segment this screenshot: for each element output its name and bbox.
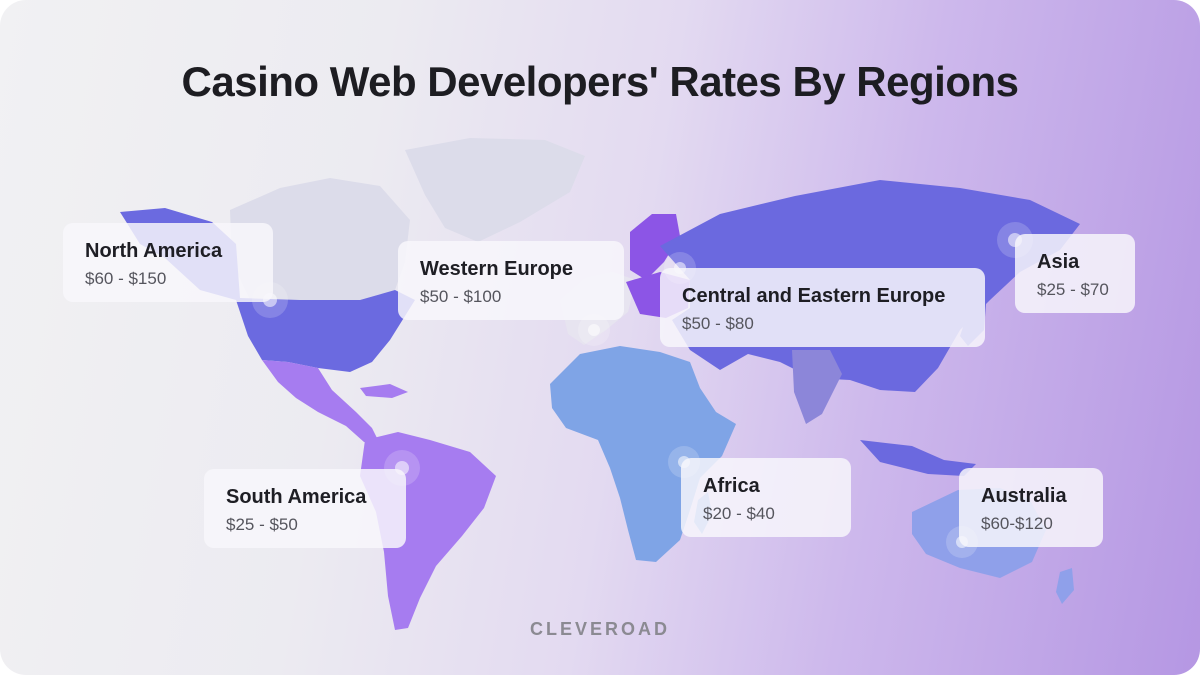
card-africa: Africa $20 - $40 (681, 458, 851, 537)
scandinavia-shape (630, 214, 680, 280)
card-asia: Asia $25 - $70 (1015, 234, 1135, 313)
card-western-europe: Western Europe $50 - $100 (398, 241, 624, 320)
card-central-eastern-europe: Central and Eastern Europe $50 - $80 (660, 268, 985, 347)
region-rate: $25 - $50 (226, 515, 298, 534)
region-rate: $50 - $80 (682, 314, 754, 333)
region-rate: $25 - $70 (1037, 280, 1109, 299)
canada-shape (230, 178, 410, 300)
card-australia: Australia $60-$120 (959, 468, 1103, 547)
card-north-america: North America $60 - $150 (63, 223, 273, 302)
region-rate: $60 - $150 (85, 269, 167, 288)
region-name: Australia (981, 485, 1067, 507)
marker-western-europe (578, 314, 610, 346)
region-name: Central and Eastern Europe (682, 285, 946, 307)
central-america-shape (262, 360, 380, 444)
region-name: Asia (1037, 251, 1080, 273)
region-name: Africa (703, 475, 760, 497)
southeast-asia-shape (860, 440, 976, 476)
region-rate: $60-$120 (981, 514, 1053, 533)
card-south-america: South America $25 - $50 (204, 469, 406, 548)
region-rate: $20 - $40 (703, 504, 775, 523)
india-shape (792, 350, 842, 424)
region-name: South America (226, 486, 367, 508)
caribbean-shape (360, 384, 408, 398)
new-zealand-shape (1056, 568, 1074, 604)
region-rate: $50 - $100 (420, 287, 502, 306)
page-title: Casino Web Developers' Rates By Regions (181, 58, 1019, 105)
region-name: North America (85, 240, 223, 262)
brand-logo: CLEVEROAD (529, 619, 670, 639)
greenland-shape (405, 138, 585, 242)
region-name: Western Europe (420, 258, 573, 280)
